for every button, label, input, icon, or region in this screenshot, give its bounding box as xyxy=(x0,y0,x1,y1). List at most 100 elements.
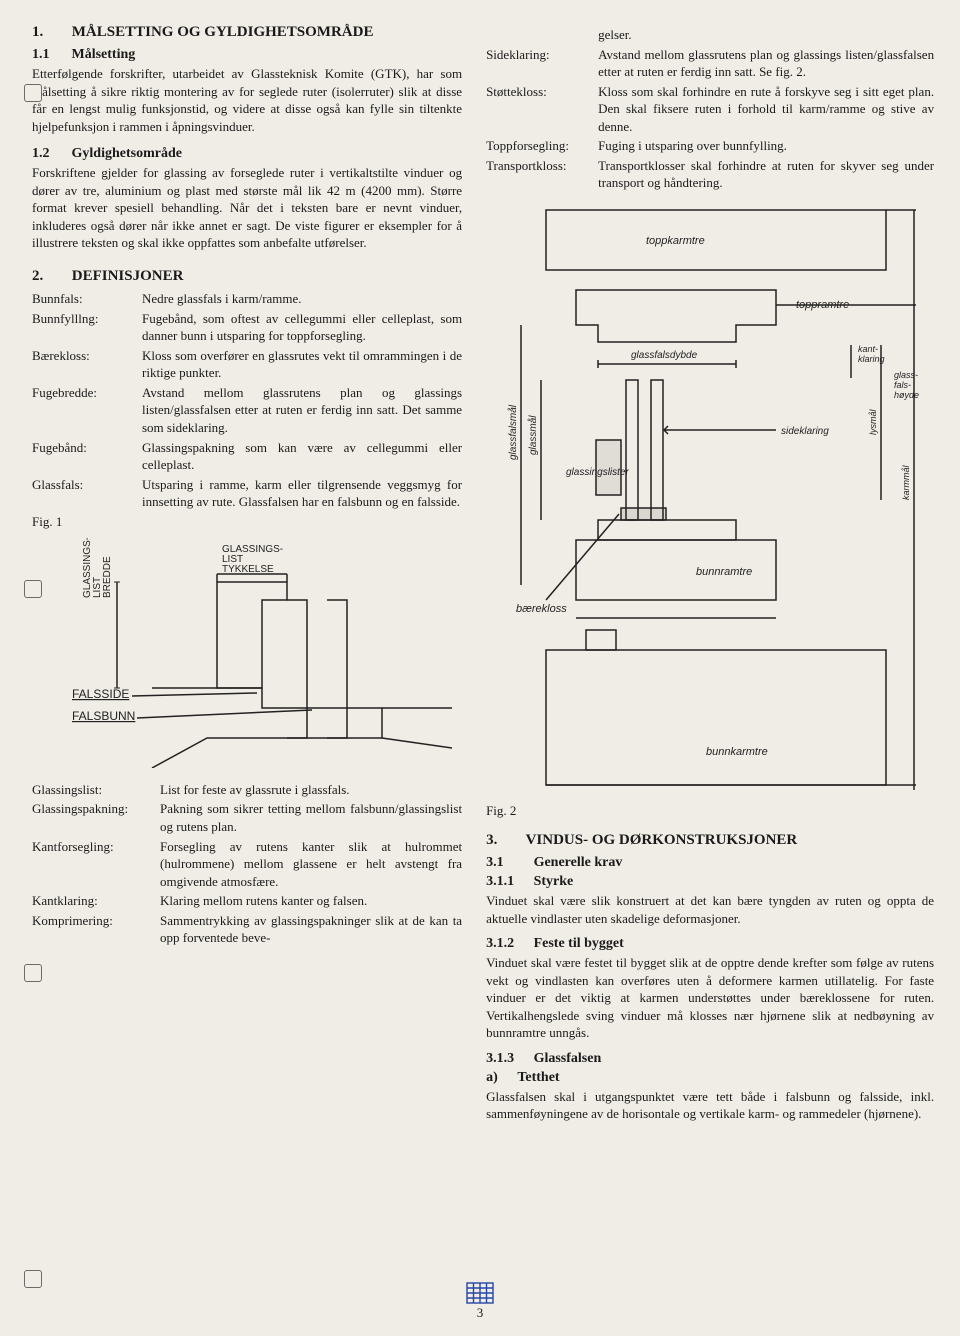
fig2-label-toppkarmtre: toppkarmtre xyxy=(646,235,705,247)
definition-row: Sideklaring:Avstand mellom glassrutens p… xyxy=(486,46,934,81)
section-3-1-2-title: Feste til bygget xyxy=(534,936,624,951)
section-1-2-title: Gyldighetsområde xyxy=(72,146,182,161)
definition-row: Komprimering:Sammentrykking av glassings… xyxy=(32,912,462,947)
section-3-1-number: 3.1 xyxy=(486,854,530,873)
figure-2: toppkarmtre toppramtre glassfalsdybde xyxy=(486,200,934,795)
fig2-label-glassmaal: glassmål xyxy=(527,415,539,455)
definition-description: Pakning som sikrer tetting mellom falsbu… xyxy=(160,800,462,835)
definition-term: Glassfals: xyxy=(32,476,142,511)
definition-description: Kloss som skal forhindre en rute å forsk… xyxy=(598,83,934,136)
fig2-label-lysmaal: lysmål xyxy=(868,408,878,435)
definition-term: Fugebånd: xyxy=(32,439,142,474)
definitions-list-2: Glassingslist:List for feste av glassrut… xyxy=(32,781,462,947)
definition-description: Nedre glassfals i karm/ramme. xyxy=(142,290,462,308)
hole-punch-mark xyxy=(24,1270,42,1288)
section-3-1-3a-title: Tetthet xyxy=(517,1070,559,1085)
definition-row: Bunnfylllng:Fugebånd, som oftest av cell… xyxy=(32,310,462,345)
section-1-heading: 1. MÅLSETTING OG GYLDIGHETSOMRÅDE xyxy=(32,22,462,42)
svg-text:fals-: fals- xyxy=(894,380,911,390)
fig2-label-glassfalsmaal: glassfalsmål xyxy=(507,404,519,460)
section-1-1-number: 1.1 xyxy=(32,46,68,65)
definitions-list-3: gelser. Sideklaring:Avstand mellom glassr… xyxy=(486,26,934,192)
section-3-1-3a-label: a) xyxy=(486,1069,514,1088)
grid-icon xyxy=(466,1282,494,1304)
section-2-number: 2. xyxy=(32,266,68,286)
definition-term: Bunnfals: xyxy=(32,290,142,308)
svg-text:BREDDE: BREDDE xyxy=(102,556,113,598)
section-3-1-1-heading: 3.1.1 Styrke xyxy=(486,873,934,892)
fig2-label-kantklaring: kant- xyxy=(858,344,878,354)
definition-term: Glassingspakning: xyxy=(32,800,160,835)
section-1-title: MÅLSETTING OG GYLDIGHETSOMRÅDE xyxy=(72,24,374,40)
definition-description: Avstand mellom glassrutens plan og glass… xyxy=(598,46,934,81)
definition-term: Transportkloss: xyxy=(486,157,598,192)
section-1-number: 1. xyxy=(32,22,68,42)
definition-row: Bunnfals:Nedre glassfals i karm/ramme. xyxy=(32,290,462,308)
figure-2-caption: Fig. 2 xyxy=(486,802,934,820)
section-3-1-3-number: 3.1.3 xyxy=(486,1050,530,1069)
fig2-label-bunnkarmtre: bunnkarmtre xyxy=(706,746,768,758)
definition-description: Transportklosser skal forhindre at ruten… xyxy=(598,157,934,192)
section-3-1-title: Generelle krav xyxy=(534,855,623,870)
section-3-1-2-number: 3.1.2 xyxy=(486,935,530,954)
definition-term: Komprimering: xyxy=(32,912,160,947)
section-3-1-1-number: 3.1.1 xyxy=(486,873,530,892)
fig2-label-bunnramtre: bunnramtre xyxy=(696,566,752,578)
definitions-list-1: Bunnfals:Nedre glassfals i karm/ramme.Bu… xyxy=(32,290,462,511)
definition-term: Bærekloss: xyxy=(32,347,142,382)
section-3-1-heading: 3.1 Generelle krav xyxy=(486,854,934,873)
fig2-label-sideklaring: sideklaring xyxy=(781,426,829,437)
section-3-number: 3. xyxy=(486,830,522,850)
definition-row: Transportkloss:Transportklosser skal for… xyxy=(486,157,934,192)
definition-description: Sammentrykking av glassingspakninger sli… xyxy=(160,912,462,947)
section-1-1-heading: 1.1 Målsetting xyxy=(32,46,462,65)
right-column: gelser. Sideklaring:Avstand mellom glassr… xyxy=(486,22,934,1129)
section-3-1-1-body: Vinduet skal være slik konstruert at det… xyxy=(486,892,934,927)
definition-term: Glassingslist: xyxy=(32,781,160,799)
left-column: 1. MÅLSETTING OG GYLDIGHETSOMRÅDE 1.1 Må… xyxy=(32,22,462,1129)
definition-description: Klaring mellom rutens kanter og falsen. xyxy=(160,892,462,910)
definition-row: Fugebredde:Avstand mellom glassrutens pl… xyxy=(32,384,462,437)
section-3-1-3a-heading: a) Tetthet xyxy=(486,1069,934,1088)
definition-description: Avstand mellom glassrutens plan og glass… xyxy=(142,384,462,437)
definition-row: Glassfals:Utsparing i ramme, karm eller … xyxy=(32,476,462,511)
section-1-2-heading: 1.2 Gyldighetsområde xyxy=(32,145,462,164)
fig2-label-baerekloss: bærekloss xyxy=(516,603,567,615)
fig2-label-glassfalsdybde: glassfalsdybde xyxy=(631,350,698,361)
section-1-1-body: Etterfølgende forskrifter, utarbeidet av… xyxy=(32,65,462,135)
section-3-1-3-title: Glassfalsen xyxy=(534,1051,602,1066)
definition-description: gelser. xyxy=(598,26,934,44)
definition-description: Forsegling av rutens kanter slik at hulr… xyxy=(160,838,462,891)
definition-description: Glassingspakning som kan være av cellegu… xyxy=(142,439,462,474)
definition-term: Toppforsegling: xyxy=(486,137,598,155)
section-3-1-1-title: Styrke xyxy=(534,874,574,889)
section-3-1-2-heading: 3.1.2 Feste til bygget xyxy=(486,935,934,954)
definition-description: Fuging i utsparing over bunnfylling. xyxy=(598,137,934,155)
definition-term: Kantforsegling: xyxy=(32,838,160,891)
fig1-label-falsbunn: FALSBUNN xyxy=(72,709,135,723)
section-1-2-body: Forskriftene gjelder for glassing av for… xyxy=(32,164,462,252)
figure-1-caption: Fig. 1 xyxy=(32,513,462,531)
section-3-heading: 3. VINDUS- OG DØRKONSTRUKSJONER xyxy=(486,830,934,850)
hole-punch-mark xyxy=(24,84,42,102)
hole-punch-mark xyxy=(24,580,42,598)
page-number: 3 xyxy=(477,1304,484,1322)
fig2-label-karmmaal: karmmål xyxy=(901,464,911,500)
definition-row: Støttekloss:Kloss som skal forhindre en … xyxy=(486,83,934,136)
section-2-heading: 2. DEFINISJONER xyxy=(32,266,462,286)
section-3-title: VINDUS- OG DØRKONSTRUKSJONER xyxy=(526,832,798,848)
definition-term: Bunnfylllng: xyxy=(32,310,142,345)
definition-description: List for feste av glassrute i glassfals. xyxy=(160,781,462,799)
section-1-2-number: 1.2 xyxy=(32,145,68,164)
svg-text:høyde: høyde xyxy=(894,390,919,400)
definition-row: Bærekloss:Kloss som overfører en glassru… xyxy=(32,347,462,382)
definition-row: Kantklaring:Klaring mellom rutens kanter… xyxy=(32,892,462,910)
definition-row: Glassingslist:List for feste av glassrut… xyxy=(32,781,462,799)
definition-row: Kantforsegling:Forsegling av rutens kant… xyxy=(32,838,462,891)
section-3-1-2-body: Vinduet skal være festet til bygget slik… xyxy=(486,954,934,1042)
fig1-label-falsside: FALSSIDE xyxy=(72,687,129,701)
definition-term: Kantklaring: xyxy=(32,892,160,910)
definition-description: Utsparing i ramme, karm eller tilgrensen… xyxy=(142,476,462,511)
section-3-1-3-heading: 3.1.3 Glassfalsen xyxy=(486,1050,934,1069)
definition-row: gelser. xyxy=(486,26,934,44)
